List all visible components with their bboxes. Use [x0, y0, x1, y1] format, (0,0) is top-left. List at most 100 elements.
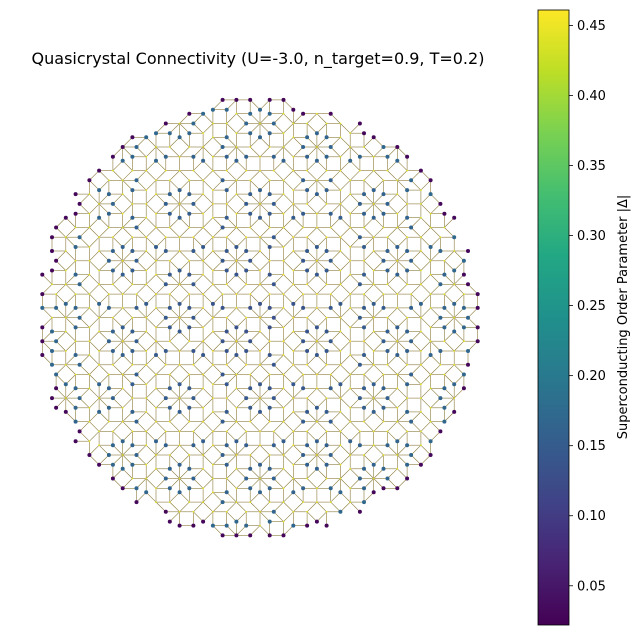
- network-edge: [373, 454, 384, 465]
- network-node: [155, 340, 157, 343]
- network-edge: [226, 468, 237, 479]
- network-node: [357, 509, 362, 514]
- network-node: [306, 477, 308, 480]
- network-edge: [236, 203, 247, 214]
- network-node: [452, 329, 457, 334]
- network-edge: [226, 331, 237, 342]
- network-node: [212, 491, 214, 494]
- network-edge: [340, 284, 351, 295]
- network-node: [192, 363, 195, 366]
- network-node: [363, 454, 365, 456]
- network-edge: [202, 397, 214, 409]
- network-node: [268, 179, 271, 182]
- network-edge: [179, 123, 190, 134]
- network-edge: [397, 397, 408, 409]
- network-node: [259, 510, 261, 513]
- network-edge: [330, 501, 341, 513]
- network-node: [258, 409, 262, 414]
- network-edge: [316, 146, 327, 158]
- network-edge: [202, 284, 214, 295]
- network-edge: [340, 478, 351, 489]
- network-edge: [169, 478, 180, 489]
- network-node: [51, 316, 53, 319]
- network-node: [428, 245, 433, 249]
- network-edge: [430, 227, 441, 238]
- network-node: [357, 282, 362, 287]
- network-node: [475, 339, 480, 344]
- network-node: [235, 467, 238, 470]
- network-edge: [397, 160, 408, 171]
- network-node: [130, 382, 135, 387]
- network-edge: [430, 364, 441, 375]
- network-node: [371, 490, 376, 495]
- network-node: [314, 405, 319, 410]
- network-node: [328, 178, 333, 183]
- network-edge: [340, 293, 351, 305]
- network-edge: [363, 354, 374, 366]
- network-node: [249, 454, 252, 456]
- network-node: [202, 307, 205, 309]
- network-node: [188, 420, 191, 423]
- network-node: [338, 490, 343, 495]
- network-node: [301, 339, 306, 344]
- network-edge: [293, 501, 304, 513]
- network-node: [220, 419, 225, 424]
- network-node: [282, 193, 285, 196]
- network-edge: [259, 203, 270, 214]
- network-edge: [273, 123, 284, 134]
- network-edge: [212, 411, 223, 422]
- network-edge: [155, 123, 167, 134]
- network-node: [349, 307, 352, 309]
- network-edge: [316, 284, 327, 295]
- network-node: [121, 373, 124, 376]
- network-edge: [236, 525, 247, 536]
- network-edge: [363, 421, 374, 432]
- network-node: [245, 430, 248, 433]
- network-node: [268, 226, 271, 229]
- network-node: [188, 259, 191, 262]
- network-node: [328, 339, 333, 344]
- network-node: [301, 386, 306, 391]
- network-edge: [122, 274, 133, 285]
- network-node: [281, 533, 286, 538]
- network-node: [178, 397, 181, 399]
- network-node: [420, 236, 422, 239]
- network-edge: [387, 260, 398, 271]
- network-edge: [467, 317, 478, 328]
- network-edge: [179, 307, 190, 318]
- network-edge: [340, 180, 351, 191]
- network-node: [106, 405, 111, 410]
- network-node: [339, 477, 342, 480]
- network-node: [442, 419, 447, 424]
- network-node: [121, 307, 124, 309]
- network-edge: [373, 468, 384, 479]
- network-node: [248, 192, 253, 197]
- network-node: [305, 349, 310, 353]
- network-node: [461, 272, 466, 277]
- network-edge: [79, 227, 90, 238]
- network-edge: [349, 123, 361, 134]
- network-node: [453, 397, 456, 399]
- network-edge: [444, 331, 455, 342]
- network-node: [178, 283, 181, 286]
- network-node: [50, 362, 54, 367]
- network-edge: [42, 354, 53, 366]
- network-node: [50, 396, 54, 401]
- network-node: [187, 131, 192, 136]
- network-edge: [55, 374, 67, 385]
- network-node: [301, 211, 306, 216]
- network-edge: [79, 354, 90, 366]
- network-node: [73, 325, 78, 330]
- network-edge: [42, 284, 53, 295]
- network-node: [178, 477, 181, 480]
- network-node: [188, 146, 191, 148]
- network-edge: [249, 468, 261, 479]
- network-edge: [122, 203, 133, 214]
- network-node: [163, 201, 168, 206]
- network-node: [306, 122, 308, 125]
- network-node: [349, 246, 352, 248]
- network-node: [314, 466, 319, 471]
- network-edge: [226, 284, 237, 295]
- network-node: [210, 301, 215, 306]
- network-node: [442, 325, 447, 330]
